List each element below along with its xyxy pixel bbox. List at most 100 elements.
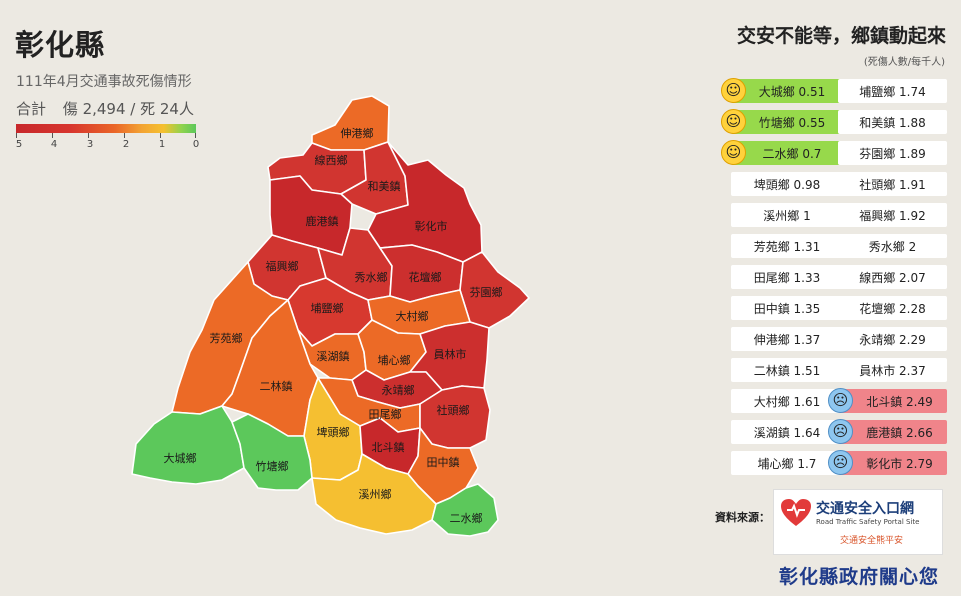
map-label-tianzhong: 田中鎮 [427,455,460,469]
legend-tick [124,133,125,138]
map-label-huatan: 花壇鄉 [409,270,442,284]
ranking-item: 埤頭鄉 0.98 [731,172,843,196]
map-label-zhutang: 竹塘鄉 [256,459,289,473]
map-label-xiushui: 秀水鄉 [355,271,388,284]
ranking-item: 溪州鄉 1 [731,203,843,227]
ranking-item-label: 埔心鄉 1.7 [757,456,817,471]
map-label-xianxi: 線西鄉 [315,153,348,167]
ranking-column-left: ☺ 大城鄉 0.51 ☺ 竹塘鄉 0.55 ☺ 二水鄉 0.7 埤頭鄉 0.98 溪州鄉 1 芳… [721,78,843,482]
legend-gradient-bar [16,124,196,133]
ranking-item: 大村鄉 1.61 [731,389,843,413]
ranking-item-label: 田尾鄉 1.33 [753,270,821,285]
page-title: 彰化縣 [15,28,106,62]
ranking-item: ☺ 二水鄉 0.7 [721,140,843,165]
map-label-lukang: 鹿港鎮 [306,214,339,228]
ranking-item-label: 大村鄉 1.61 [753,394,821,409]
ranking-item: ☺ 竹塘鄉 0.55 [721,109,843,134]
map-label-fenyuan: 芬園鄉 [470,286,503,299]
map-label-dacun: 大村鄉 [396,309,429,323]
ranking-item-label: 北斗鎮 2.49 [866,394,933,409]
ranking-item: 員林市 2.37 [838,358,947,382]
ranking-item-label: 線西鄉 2.07 [859,270,926,285]
worried-face-icon: ☹ [828,419,853,444]
map-label-xihu: 溪湖鎮 [317,349,350,363]
map-label-fangyuan: 芳苑鄉 [210,331,243,345]
ranking-column-right: 埔鹽鄉 1.74 和美鎮 1.88 芬園鄉 1.89 社頭鄉 1.91 福興鄉 1.92… [828,79,947,482]
region-xiaxianggang[interactable] [311,95,390,151]
map-label-yuanlin: 員林市 [434,347,467,361]
legend-labels: 5 4 3 2 1 0 [16,139,206,153]
ranking-item-label: 芬園鄉 1.89 [859,146,926,161]
summary-label: 合計 [16,100,47,118]
road-safety-portal-logo[interactable]: 交通安全入口網 Road Traffic Safety Portal Site … [773,489,943,555]
legend-label: 4 [50,139,58,150]
legend-label: 5 [15,139,23,150]
logo-subtitle: Road Traffic Safety Portal Site [816,518,920,526]
ranking-item-label: 田中鎮 1.35 [753,301,821,316]
logo-slogan: 交通安全熊平安 [840,536,904,546]
ranking-item-label: 埤頭鄉 0.98 [753,177,821,192]
ranking-item: 溪湖鎮 1.64 [731,420,843,444]
smile-face-icon: ☺ [721,109,746,134]
logo-title: 交通安全入口網 [816,501,914,517]
map-label-pitou: 埤頭鄉 [317,426,350,439]
map-label-hemei: 和美鎮 [368,179,401,193]
worried-face-icon: ☹ [828,388,853,413]
region-ershui[interactable] [431,483,499,537]
map-label-tianwei: 田尾鄉 [369,408,402,421]
ranking-item-label: 竹塘鄉 0.55 [758,115,826,130]
region-dacheng[interactable] [131,405,245,485]
footer-message: 彰化縣政府關心您 [779,566,940,588]
summary-value: 傷 2,494 / 死 24人 [62,100,194,118]
map-label-beidou: 北斗鎮 [372,440,405,454]
legend-tick [52,133,53,138]
legend-label: 2 [122,139,130,150]
legend-label: 3 [86,139,94,150]
ranking-item-label: 員林市 2.37 [859,363,926,378]
ranking-item: 田尾鄉 1.33 [731,265,843,289]
ranking-item: 秀水鄉 2 [838,234,947,258]
legend-tick [16,133,17,138]
ranking-item-label: 埔鹽鄉 1.74 [859,84,926,99]
ranking-item: 花壇鄉 2.28 [838,296,947,320]
ranking-item-label: 永靖鄉 2.29 [859,332,926,347]
legend-ticks [16,133,196,139]
ranking-item-label: 大城鄉 0.51 [758,84,826,99]
ranking-item: ☹ 北斗鎮 2.49 [828,388,947,413]
ranking-item: ☹ 彰化市 2.79 [828,450,947,475]
map-label-xizhou: 溪州鄉 [359,488,392,501]
map-label-erlin: 二林鎮 [260,379,293,393]
ranking-item-label: 二水鄉 0.7 [762,146,822,161]
ranking-unit: (死傷人數/每千人) [863,57,945,68]
ranking-item-label: 溪州鄉 1 [763,208,811,223]
ranking-item: 埔鹽鄉 1.74 [838,79,947,103]
worried-face-icon: ☹ [828,450,853,475]
smile-face-icon: ☺ [721,78,746,103]
map-label-puyan: 埔鹽鄉 [311,301,344,315]
map-label-dacheng: 大城鄉 [164,451,197,465]
ranking-item-label: 伸港鄉 1.37 [753,332,821,347]
ranking-item: 和美鎮 1.88 [838,110,947,134]
map-label-ershui: 二水鄉 [450,512,483,525]
ranking-item: 社頭鄉 1.91 [838,172,947,196]
ranking-item-label: 社頭鄉 1.91 [859,177,926,192]
map-label-fuxing: 福興鄉 [266,259,299,273]
ranking-title: 交安不能等，鄉鎮動起來 [736,25,946,47]
source-label: 資料來源： [715,511,770,524]
ranking-item: 永靖鄉 2.29 [838,327,947,351]
ranking-item: 田中鎮 1.35 [731,296,843,320]
legend-label: 0 [192,139,200,150]
ranking-item-label: 二林鎮 1.51 [753,363,821,378]
ranking-item: 芳苑鄉 1.31 [731,234,843,258]
smile-face-icon: ☺ [721,140,746,165]
ranking-item-label: 芳苑鄉 1.31 [753,239,821,254]
ranking-item: 線西鄉 2.07 [838,265,947,289]
legend-tick [160,133,161,138]
legend-tick [88,133,89,138]
ranking-item: 二林鎮 1.51 [731,358,843,382]
ranking-item-label: 和美鎮 1.88 [859,115,926,130]
map-label-xiaxianggang: 伸港鄉 [341,127,374,140]
ranking-item: 芬園鄉 1.89 [838,141,947,165]
page-subtitle: 111年4月交通事故死傷情形 [16,74,192,90]
